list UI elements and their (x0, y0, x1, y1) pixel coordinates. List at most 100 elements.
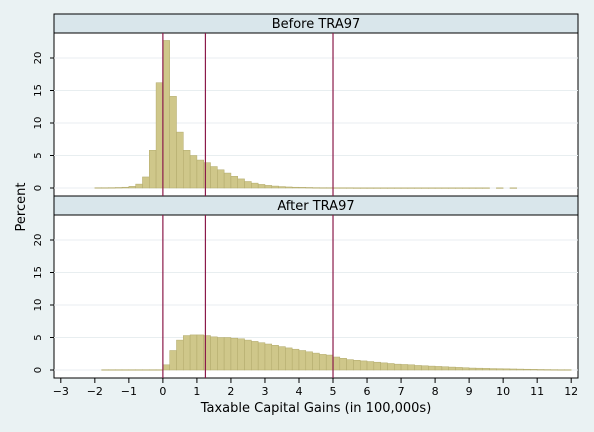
histogram-bar (346, 187, 354, 189)
histogram-bar (387, 187, 395, 189)
histogram-bar (482, 368, 490, 371)
histogram-bar (530, 369, 538, 371)
histogram-bar (441, 366, 449, 371)
histogram-bar (298, 350, 307, 371)
histogram-bar (366, 361, 375, 371)
histogram-bar (291, 348, 300, 371)
panel-1-marks: 0 5 10 15 20 (33, 215, 578, 378)
histogram-bar (196, 334, 204, 371)
x-tick-label: 1 (193, 385, 200, 398)
histogram-bar (223, 172, 232, 189)
histogram-bar (244, 339, 252, 371)
histogram-bar (285, 186, 293, 189)
histogram-bar (257, 184, 266, 189)
x-tick-label: −2 (87, 385, 103, 398)
histogram-bar (183, 150, 191, 189)
histogram-bar (101, 369, 109, 371)
x-tick-label: 8 (432, 385, 439, 398)
histogram-bar (149, 369, 157, 371)
histogram-bar (271, 185, 279, 189)
histogram-bar (149, 150, 157, 189)
histogram-bar (142, 176, 150, 189)
histogram-bar (421, 365, 429, 371)
histogram-bar (509, 368, 518, 371)
histogram-bar (462, 367, 470, 371)
histogram-bar (564, 369, 572, 371)
histogram-bar (482, 187, 490, 189)
histogram-bar (359, 187, 368, 189)
histogram-bar (291, 186, 300, 189)
histogram-bar (257, 342, 266, 371)
histogram-bar (380, 362, 388, 371)
histogram-bar (237, 178, 245, 189)
y-tick-label: 15 (33, 266, 44, 279)
x-tick-label: 2 (227, 385, 234, 398)
histogram-bar (217, 337, 225, 371)
histogram-bar (251, 341, 259, 371)
x-tick-label: −1 (121, 385, 137, 398)
histogram-bar (516, 368, 524, 371)
histogram-bar (319, 354, 327, 371)
histogram-bar (210, 166, 218, 189)
histogram-bar (271, 345, 279, 371)
histogram-bar (359, 360, 368, 371)
histogram-bar (468, 367, 477, 371)
histogram-bar (387, 363, 395, 371)
y-axis-title: Percent (14, 183, 29, 232)
histogram-bar (414, 187, 422, 189)
histogram-bar (543, 369, 552, 371)
histogram-bar (400, 187, 409, 189)
histogram-bar (455, 367, 463, 371)
histogram-bar (244, 181, 252, 189)
histogram-bar (278, 346, 286, 371)
histogram-bar (332, 187, 341, 189)
histogram-bar (108, 369, 116, 371)
panel-after-title: After TRA97 (277, 199, 354, 214)
histogram-bar (237, 338, 245, 371)
panel-before-tra97: Before TRA97 (53, 13, 579, 197)
histogram-bar (496, 368, 504, 371)
histogram-bar (434, 187, 443, 189)
y-tick-label: 0 (33, 367, 44, 373)
y-tick-label: 20 (33, 52, 44, 65)
histogram-bar (101, 187, 109, 189)
histogram-bar (203, 335, 211, 371)
histogram-bar (468, 187, 477, 189)
histogram-bar (142, 369, 150, 371)
histogram-bar (441, 187, 449, 189)
histogram-bar (332, 356, 341, 371)
histogram-bar (121, 186, 130, 189)
panel-after-tra97: After TRA97 (53, 195, 579, 379)
histogram-bar (394, 363, 402, 371)
histogram-bar (462, 187, 470, 189)
histogram-bar (373, 187, 381, 189)
histogram-bar (339, 187, 347, 189)
histogram-bar (94, 187, 102, 189)
histogram-bar (489, 368, 497, 371)
histogram-bar (455, 187, 463, 189)
y-tick-label: 10 (33, 299, 44, 312)
histogram-bar (189, 334, 198, 371)
y-tick-label: 10 (33, 117, 44, 130)
histogram-bar (114, 369, 123, 371)
histogram-bar (346, 359, 354, 371)
x-tick-label: 11 (530, 385, 544, 398)
histogram-bar (339, 358, 347, 371)
histogram-bar (278, 186, 286, 189)
y-tick-label: 5 (33, 152, 44, 158)
histogram-bar (162, 40, 170, 189)
histogram-bar (176, 131, 184, 189)
x-tick-label: 6 (364, 385, 371, 398)
histogram-bar (135, 369, 143, 371)
histogram-bar (475, 187, 483, 189)
panel-before-title-strip (53, 13, 579, 34)
histogram-bar (550, 369, 558, 371)
histogram-bar (373, 361, 381, 371)
histogram-bar (407, 187, 415, 189)
x-tick-label: 3 (261, 385, 268, 398)
histogram-bar (305, 187, 313, 189)
y-tick-label: 15 (33, 84, 44, 97)
histogram-bar (557, 369, 565, 371)
x-tick-label: 9 (466, 385, 473, 398)
